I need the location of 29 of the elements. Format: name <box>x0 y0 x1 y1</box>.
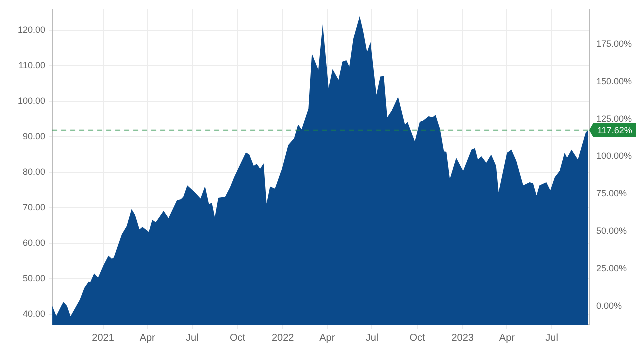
y2-tick-label: 50.00% <box>596 226 627 236</box>
x-tick-label: 2022 <box>272 332 295 344</box>
y-tick-label: 80.00 <box>22 167 46 178</box>
y-tick-label: 50.00 <box>22 273 46 284</box>
y-tick-label: 40.00 <box>22 308 46 319</box>
y2-tick-label: 25.00% <box>596 264 627 274</box>
x-tick-label: 2021 <box>92 332 115 344</box>
y-tick-label: 100.00 <box>18 96 46 106</box>
y2-tick-label: 175.00% <box>596 38 632 49</box>
y-tick-label: 90.00 <box>22 132 46 142</box>
ref-line-label: 117.62% <box>597 125 632 136</box>
x-tick-label: Oct <box>410 332 426 344</box>
x-tick-label: Apr <box>140 332 156 344</box>
x-tick-label: Jul <box>546 332 558 344</box>
x-tick-label: Apr <box>320 332 336 344</box>
y2-tick-label: 125.00% <box>596 114 632 124</box>
y-tick-label: 60.00 <box>22 238 46 248</box>
y-tick-label: 70.00 <box>22 202 46 212</box>
y2-tick-label: 0.00% <box>596 300 622 311</box>
x-tick-label: Jul <box>186 332 199 344</box>
y-tick-label: 120.00 <box>18 25 46 36</box>
y2-tick-label: 100.00% <box>596 151 632 162</box>
x-tick-label: 2023 <box>452 332 474 344</box>
x-tick-label: Oct <box>230 332 246 344</box>
y2-tick-label: 75.00% <box>596 188 627 199</box>
y-tick-label: 110.00 <box>18 60 46 71</box>
y2-tick-label: 150.00% <box>596 76 632 86</box>
x-tick-label: Jul <box>366 332 379 344</box>
x-tick-label: Apr <box>499 332 516 344</box>
